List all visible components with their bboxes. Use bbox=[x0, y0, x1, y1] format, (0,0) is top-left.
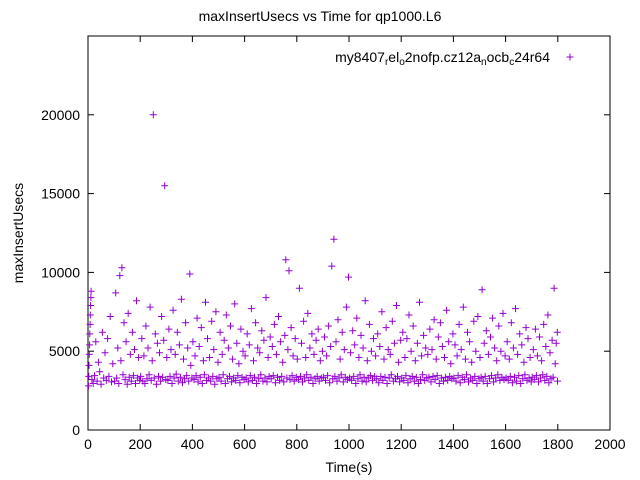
scatter-points bbox=[85, 111, 561, 390]
x-tick-label: 600 bbox=[233, 436, 257, 452]
x-tick-label: 1200 bbox=[386, 436, 417, 452]
legend-subscript: c bbox=[509, 57, 515, 68]
chart-title: maxInsertUsecs vs Time for qp1000.L6 bbox=[198, 8, 442, 24]
legend-text: el bbox=[388, 49, 400, 65]
y-tick-label: 15000 bbox=[41, 186, 80, 202]
legend-text: 2nofp.cz12a bbox=[404, 49, 482, 65]
legend-text: my8407 bbox=[335, 49, 385, 65]
y-tick-label: 10000 bbox=[41, 264, 80, 280]
legend-subscript: n bbox=[481, 57, 487, 68]
legend-subscript: r bbox=[384, 57, 389, 68]
legend-subscript: o bbox=[399, 57, 405, 68]
legend-marker-icon bbox=[566, 53, 574, 61]
x-tick-label: 800 bbox=[285, 436, 309, 452]
legend-text: ocb bbox=[486, 49, 510, 65]
y-axis-label: maxInsertUsecs bbox=[10, 182, 26, 284]
x-tick-label: 400 bbox=[181, 436, 205, 452]
y-tick-label: 20000 bbox=[41, 107, 80, 123]
x-tick-label: 1400 bbox=[438, 436, 469, 452]
legend-label: my8407relo2nofp.cz12anocbc24r64 bbox=[335, 49, 550, 68]
legend: my8407relo2nofp.cz12anocbc24r64 bbox=[0, 49, 550, 68]
y-tick-label: 0 bbox=[72, 422, 80, 438]
x-tick-label: 1600 bbox=[490, 436, 521, 452]
x-tick-label: 0 bbox=[84, 436, 92, 452]
x-tick-label: 2000 bbox=[594, 436, 625, 452]
y-tick-label: 5000 bbox=[49, 343, 80, 359]
plot-border bbox=[87, 35, 611, 431]
x-tick-label: 1000 bbox=[333, 436, 364, 452]
legend-text: 24r64 bbox=[514, 49, 550, 65]
x-axis-label: Time(s) bbox=[325, 459, 373, 475]
x-tick-label: 1800 bbox=[542, 436, 573, 452]
x-tick-label: 200 bbox=[129, 436, 153, 452]
